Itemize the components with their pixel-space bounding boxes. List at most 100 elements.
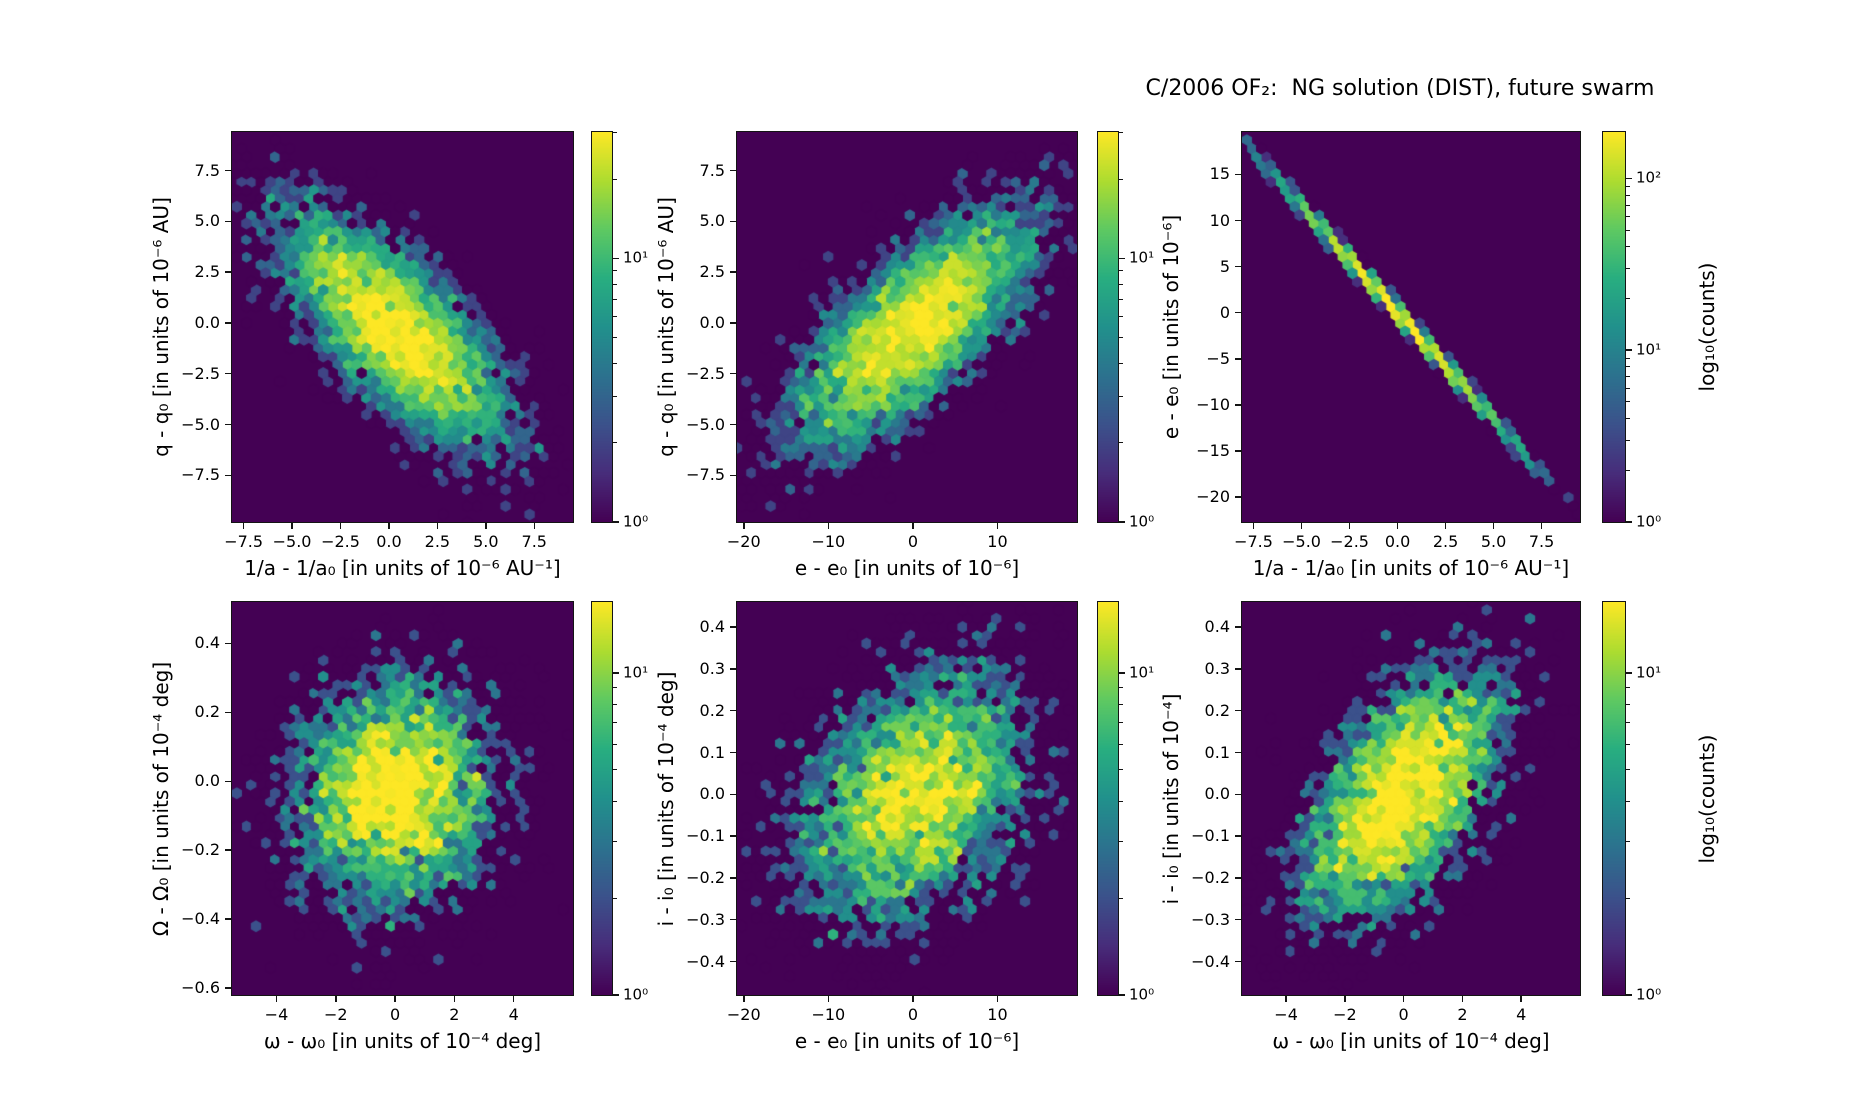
- colorbar-label-e-vs-inva: log₁₀(counts): [1695, 262, 1719, 392]
- x-tick-label: 0: [907, 1005, 918, 1024]
- x-tick-label: 4: [508, 1005, 519, 1024]
- y-tick-label: −5.0: [181, 414, 220, 434]
- y-tick-label: 2.5: [699, 262, 725, 282]
- x-tick-label: 5.0: [473, 532, 499, 551]
- x-axis-label-Omega-vs-omega: ω - ω₀ [in units of 10⁻⁴ deg]: [263, 1029, 542, 1053]
- y-tick-label: 0.0: [699, 312, 725, 332]
- colorbar-minor-tick: [1119, 395, 1123, 397]
- y-tick: [225, 711, 231, 714]
- colorbar-minor-tick: [613, 283, 617, 285]
- y-tick-label: 0.0: [699, 784, 725, 804]
- y-tick-label: 0.3: [1204, 658, 1230, 678]
- x-tick: [1461, 996, 1464, 1002]
- colorbar-tick-label: 10¹: [1129, 663, 1155, 682]
- y-tick: [730, 322, 736, 324]
- colorbar-minor-tick: [1119, 316, 1123, 318]
- x-tick-label: −20: [726, 1005, 761, 1024]
- colorbar-minor-tick: [1119, 178, 1123, 180]
- colorbar-label-i-vs-omega: log₁₀(counts): [1695, 734, 1719, 863]
- colorbar-tick: [613, 521, 619, 523]
- y-tick: [1235, 311, 1241, 314]
- colorbar-minor-tick: [1119, 800, 1123, 802]
- x-tick-label: 10: [987, 1005, 1008, 1024]
- y-tick: [1235, 960, 1241, 963]
- x-tick-label: −20: [726, 532, 761, 551]
- colorbar-minor-tick: [1119, 687, 1123, 689]
- y-tick: [1235, 219, 1241, 222]
- x-tick: [339, 523, 342, 529]
- x-tick: [1252, 523, 1255, 529]
- colorbar-minor-tick: [613, 769, 617, 771]
- x-tick-label: −10: [811, 532, 846, 551]
- colorbar-canvas-i-vs-e: [1098, 602, 1118, 995]
- y-tick: [1235, 450, 1241, 452]
- figure-title: C/2006 OF₂: NG solution (DIST), future s…: [1145, 76, 1655, 101]
- x-tick-label: 5.0: [1480, 532, 1507, 551]
- colorbar-tick-label: 10⁰: [623, 512, 649, 531]
- colorbar-minor-tick: [1119, 283, 1123, 285]
- x-tick: [512, 996, 515, 1002]
- colorbar-tick-label: 10⁰: [1129, 985, 1155, 1004]
- x-axis-label-q-vs-e: e - e₀ [in units of 10⁻⁶]: [794, 556, 1020, 580]
- x-tick-label: 2: [1457, 1005, 1468, 1024]
- colorbar-tick-label: 10²: [1636, 168, 1662, 187]
- colorbar-canvas-e-vs-inva: [1603, 132, 1625, 522]
- colorbar-minor-tick: [1626, 800, 1630, 802]
- x-tick-label: −10: [811, 1005, 846, 1024]
- y-tick: [225, 220, 231, 223]
- x-tick: [388, 523, 390, 529]
- x-tick-label: 7.5: [521, 532, 547, 551]
- y-tick-label: −2.5: [181, 363, 220, 383]
- y-tick-label: −5.0: [686, 414, 725, 434]
- colorbar-minor-tick: [1626, 722, 1630, 724]
- x-tick: [335, 996, 337, 1002]
- y-tick: [730, 271, 736, 273]
- colorbar-tick: [613, 257, 619, 260]
- y-tick: [1235, 709, 1241, 712]
- x-tick: [1285, 996, 1287, 1002]
- x-tick: [1402, 996, 1405, 1002]
- y-tick: [1235, 496, 1241, 498]
- y-tick: [1235, 265, 1241, 268]
- y-tick: [730, 918, 736, 921]
- x-tick-label: −5.0: [1282, 532, 1321, 551]
- y-tick-label: −0.4: [1191, 951, 1230, 971]
- y-tick: [730, 835, 736, 837]
- y-tick-label: 0.4: [1204, 617, 1230, 637]
- y-tick-label: 0.4: [699, 617, 725, 637]
- y-tick-label: −0.3: [686, 909, 725, 929]
- colorbar-minor-tick: [613, 270, 617, 272]
- colorbar-canvas-i-vs-omega: [1603, 602, 1625, 995]
- y-tick-label: 0.1: [1204, 742, 1230, 762]
- x-axis-label-i-vs-omega: ω - ω₀ [in units of 10⁻⁴ deg]: [1272, 1029, 1550, 1053]
- colorbar-tick-label: 10¹: [623, 663, 649, 682]
- x-tick: [1396, 523, 1399, 529]
- x-tick-label: 0.0: [376, 532, 402, 551]
- x-tick: [912, 996, 914, 1002]
- colorbar-tick: [1626, 521, 1632, 523]
- x-tick: [1300, 523, 1303, 529]
- x-tick: [436, 523, 439, 529]
- colorbar-tick-label: 10⁰: [1636, 512, 1662, 531]
- x-tick-label: −4: [1274, 1005, 1298, 1024]
- y-tick-label: 2.5: [194, 262, 220, 282]
- x-tick: [1540, 523, 1543, 529]
- colorbar-minor-tick: [613, 722, 617, 724]
- y-tick: [225, 780, 231, 782]
- y-tick: [730, 372, 736, 375]
- colorbar-minor-tick: [1626, 204, 1630, 206]
- colorbar-minor-tick: [1626, 769, 1630, 771]
- colorbar-minor-tick: [613, 897, 617, 899]
- y-tick-label: 0: [1219, 302, 1230, 322]
- y-axis-label-i-vs-e: i - i₀ [in units of 10⁻⁴ deg]: [654, 671, 678, 926]
- x-tick-label: 0: [389, 1005, 401, 1024]
- colorbar-tick: [1626, 349, 1632, 351]
- y-tick-label: −0.2: [1191, 867, 1230, 887]
- colorbar-tick: [1119, 672, 1125, 674]
- y-tick: [225, 271, 231, 273]
- x-tick: [291, 523, 293, 529]
- hexbin-canvas-i-vs-omega: [1242, 602, 1580, 995]
- x-tick: [743, 996, 745, 1002]
- colorbar-minor-tick: [1119, 132, 1123, 134]
